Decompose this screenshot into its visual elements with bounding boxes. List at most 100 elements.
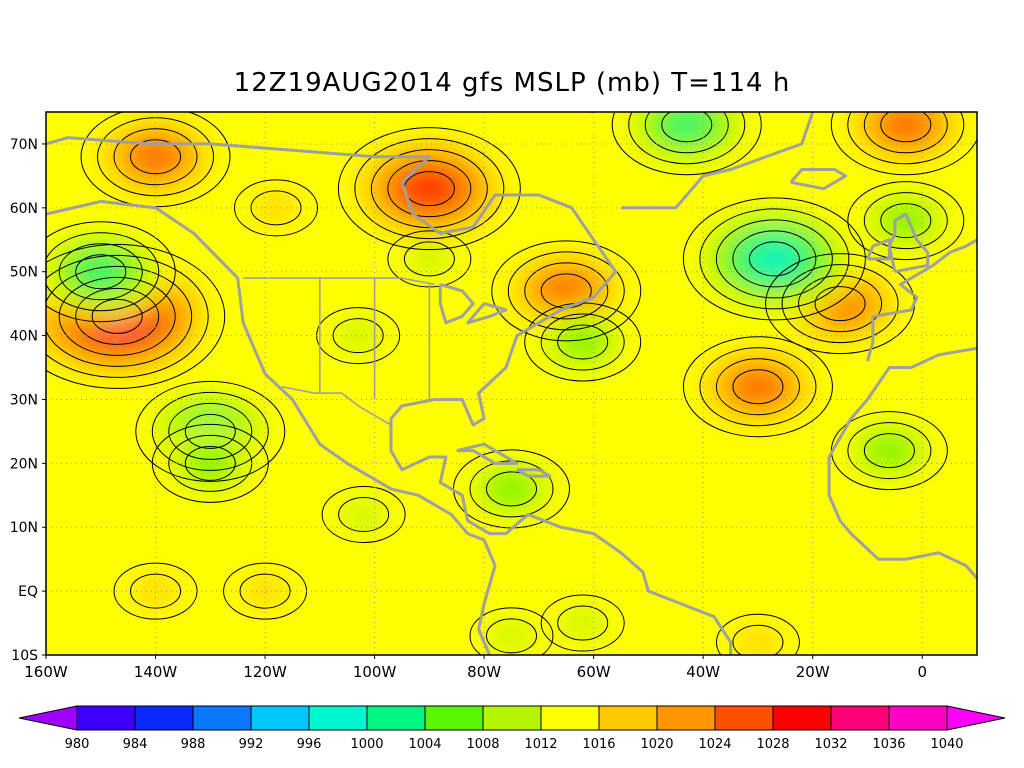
isobar-5-3 — [814, 286, 866, 322]
pressure-cell-19-ring-1 — [342, 500, 385, 529]
colorbar-label-988: 988 — [181, 737, 206, 752]
lat-label-40N: 40N — [10, 329, 38, 345]
isobar-10-1 — [151, 391, 269, 471]
colorbar-label-1000: 1000 — [350, 737, 383, 752]
pressure-cell-11-ring-2 — [189, 449, 232, 478]
colorbar-box-0 — [76, 705, 136, 731]
coastline-segment-7 — [887, 212, 930, 274]
lat-lon-grid — [46, 112, 977, 655]
isobar-22-0 — [715, 613, 800, 655]
colorbar-box-6 — [424, 705, 484, 731]
colorbar-box-10 — [656, 705, 716, 731]
isobar-15-2 — [486, 471, 537, 507]
lat-label-EQ: EQ — [18, 584, 38, 600]
isobar-6-2 — [863, 112, 948, 154]
colorbar-label-1004: 1004 — [408, 737, 441, 752]
isobar-1-3 — [387, 160, 472, 218]
coastline-segment-2 — [389, 418, 733, 655]
colorbar-label-1036: 1036 — [872, 737, 905, 752]
lat-label-70N: 70N — [10, 137, 38, 153]
coastline-segment-6 — [866, 238, 977, 362]
isobar-10-3 — [184, 413, 236, 449]
colorbar-box-1 — [134, 705, 194, 731]
colorbar-box-7 — [482, 705, 542, 731]
lat-label-10N: 10N — [10, 520, 38, 536]
lon-label-140W: 140W — [134, 663, 178, 681]
coastline-segment-4 — [587, 112, 594, 114]
isobar-14-2 — [557, 324, 609, 360]
colorbar-label-1008: 1008 — [466, 737, 499, 752]
isobar-8-2 — [715, 219, 833, 299]
coastline-segment-5 — [827, 346, 977, 580]
pressure-cell-2-ring-3 — [134, 142, 177, 171]
lon-label-120W: 120W — [243, 663, 287, 681]
coastline-segment-0 — [46, 199, 497, 655]
coastline-segment-1 — [46, 136, 618, 427]
isobar-9-1 — [863, 192, 948, 250]
isobar-18-1 — [486, 618, 537, 654]
isobar-2-3 — [130, 139, 182, 175]
colorbar-box-2 — [192, 705, 252, 731]
pressure-cell-6-ring-3 — [884, 112, 927, 139]
isobar-7-2 — [644, 112, 729, 154]
map-title: 12Z19AUG2014 gfs MSLP (mb) T=114 h — [233, 68, 791, 98]
lat-label-20N: 20N — [10, 456, 38, 472]
colorbar-box-12 — [772, 705, 832, 731]
lon-label-160W: 160W — [24, 663, 68, 681]
isobar-3-0 — [491, 240, 642, 342]
isobar-6-1 — [847, 112, 965, 165]
colorbar-box-13 — [830, 705, 890, 731]
isobar-0-4 — [75, 287, 160, 345]
isobar-7-1 — [628, 112, 746, 165]
isobar-11-0 — [151, 423, 269, 503]
pressure-cell-4-ring-3 — [736, 372, 779, 401]
coastline-segment-8 — [866, 238, 891, 261]
coastline-segment-9 — [789, 168, 848, 191]
lat-label-50N: 50N — [10, 265, 38, 281]
border-segment-0 — [243, 277, 435, 286]
longitude-axis: 160W 140W 120W 100W 80W 60W 40W 20W 0 — [24, 655, 927, 681]
isobar-9-2 — [880, 203, 932, 239]
isobar-1-1 — [354, 138, 505, 240]
pressure-cell-15-ring-2 — [490, 474, 533, 503]
colorbar-label-1012: 1012 — [524, 737, 557, 752]
lat-label-60N: 60N — [10, 201, 38, 217]
pressure-cell-7-ring-3 — [665, 112, 708, 139]
isobar-4-1 — [699, 347, 817, 427]
colorbar-label-1028: 1028 — [756, 737, 789, 752]
isobar-7-0 — [611, 112, 762, 176]
pressure-colorbar: 980 984 988 992 996 1000 1004 1008 1012 1016 1020 1… — [18, 705, 1006, 752]
colorbar-label-1024: 1024 — [698, 737, 731, 752]
colorbar-label-984: 984 — [123, 737, 148, 752]
colorbar-box-8 — [540, 705, 600, 731]
colorbar-label-1016: 1016 — [582, 737, 615, 752]
lat-label-10S: 10S — [11, 648, 38, 664]
colorbar-label-1020: 1020 — [640, 737, 673, 752]
latitude-axis: 70N 60N 50N 40N 30N 20N 10N EQ 10S — [10, 137, 46, 664]
lon-label-40W: 40W — [686, 663, 720, 681]
isobar-23-1 — [239, 573, 291, 609]
isobar-9-0 — [847, 181, 965, 261]
colorbar-box-5 — [366, 705, 426, 731]
isobar-2-2 — [113, 128, 198, 186]
coastline-segment-12 — [438, 283, 475, 325]
colorbar-box-11 — [714, 705, 774, 731]
isobar-7-3 — [661, 112, 713, 143]
lon-label-0: 0 — [917, 663, 927, 681]
isobar-22-1 — [732, 624, 784, 655]
isobar-19-0 — [321, 485, 406, 543]
isobar-16-1 — [847, 422, 932, 480]
isobar-21-0 — [46, 221, 176, 323]
isobar-4-3 — [732, 369, 784, 405]
isobar-4-0 — [682, 336, 833, 438]
isobar-10-0 — [135, 380, 286, 482]
pressure-cell-21-ring-3 — [79, 257, 122, 286]
isobar-1-2 — [370, 149, 488, 229]
lon-label-100W: 100W — [353, 663, 397, 681]
isobar-3-2 — [524, 262, 609, 320]
isobar-21-3 — [75, 254, 127, 290]
isobar-0-1 — [46, 254, 209, 378]
isobar-3-1 — [507, 251, 625, 331]
isobar-5-1 — [781, 264, 899, 344]
